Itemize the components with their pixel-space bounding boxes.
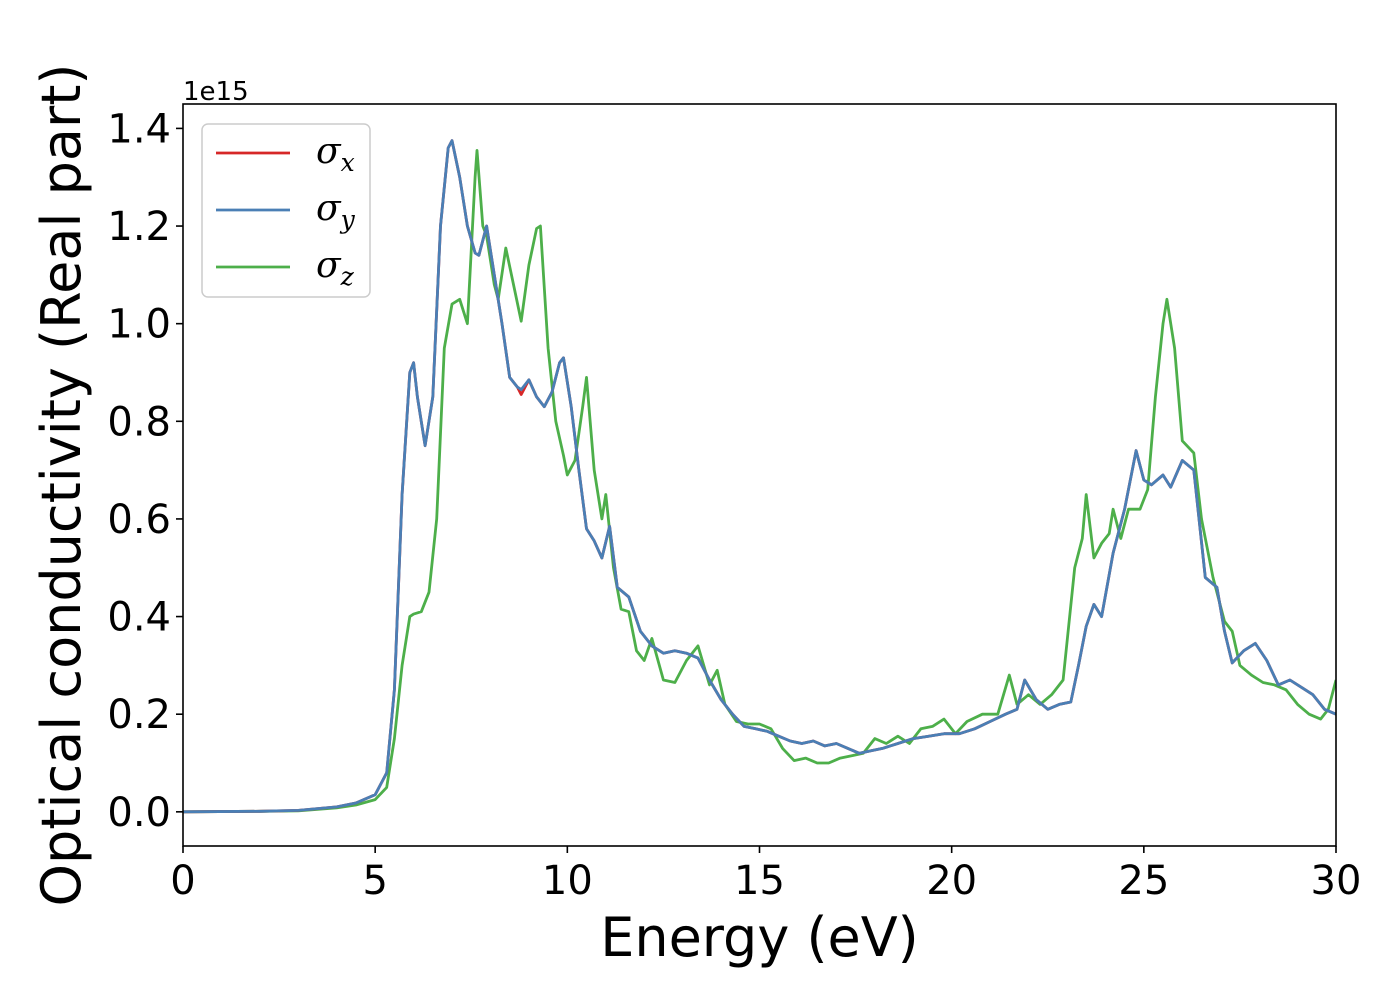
- x-tick-label: 20: [926, 858, 977, 904]
- y-tick-label: 0.4: [107, 595, 171, 641]
- y-tick-label: 1.2: [107, 204, 171, 250]
- x-tick-label: 15: [734, 858, 785, 904]
- y-axis: 0.0 0.2 0.4 0.6 0.8 1.0 1.2 1.4: [107, 106, 183, 836]
- y-axis-title: Optical conductivity (Real part): [30, 64, 93, 907]
- x-tick-label: 25: [1118, 858, 1169, 904]
- series-layer: [183, 139, 1336, 814]
- legend-label-x: σx: [316, 131, 355, 177]
- y-tick-label: 0.0: [107, 790, 171, 836]
- x-tick-label: 0: [170, 858, 195, 904]
- y-tick-label: 1.0: [107, 302, 171, 348]
- x-tick-label: 5: [362, 858, 387, 904]
- x-axis: 0 5 10 15 20 25 30: [170, 846, 1361, 904]
- series-line-y: [183, 139, 1336, 814]
- legend-label-y: σy: [316, 188, 356, 234]
- y-tick-label: 0.6: [107, 497, 171, 543]
- series-line-z: [183, 149, 1336, 814]
- legend: σx σy σz: [201, 123, 371, 298]
- y-tick-label: 0.8: [107, 399, 171, 445]
- legend-label-z: σz: [316, 245, 355, 291]
- x-tick-label: 10: [542, 858, 593, 904]
- x-axis-title: Energy (eV): [600, 906, 919, 969]
- y-offset-label: 1e15: [183, 77, 249, 107]
- y-tick-label: 1.4: [107, 106, 171, 152]
- y-tick-label: 0.2: [107, 692, 171, 738]
- x-tick-label: 30: [1311, 858, 1362, 904]
